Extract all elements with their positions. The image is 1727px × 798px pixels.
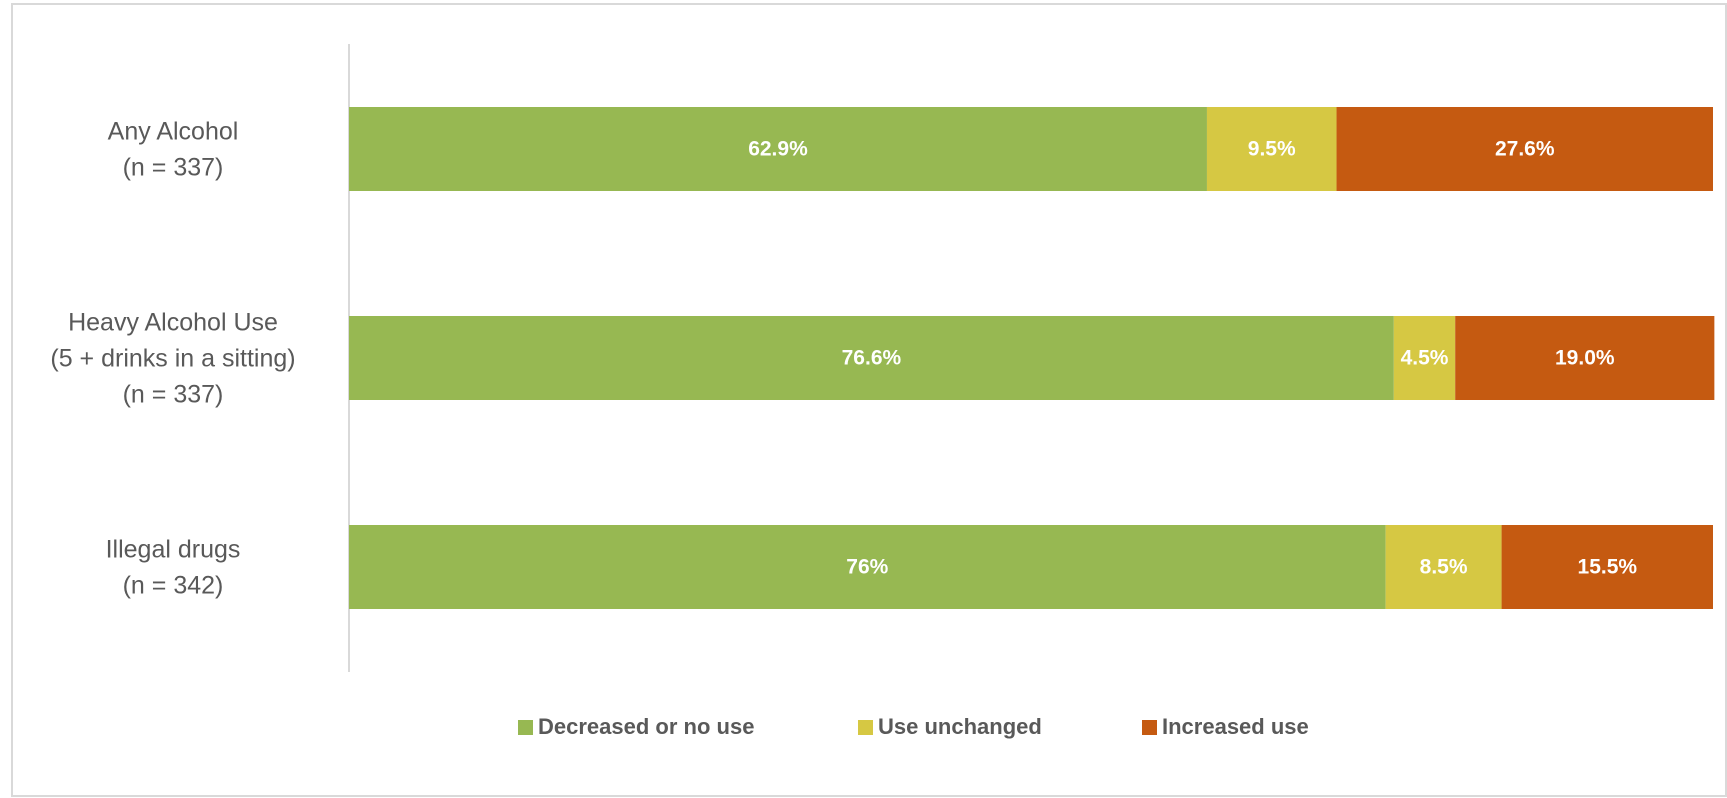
bar-segment	[1385, 525, 1502, 609]
bar-segment	[1336, 107, 1713, 191]
y-tick-label: (n = 337)	[123, 381, 224, 409]
legend-label: Increased use	[1162, 714, 1309, 739]
data-label: 62.9%	[748, 138, 808, 161]
data-label: 9.5%	[1248, 138, 1296, 161]
data-label: 76.6%	[842, 347, 902, 370]
bar-segment	[1393, 316, 1456, 400]
y-tick-label: (n = 342)	[123, 572, 224, 600]
data-label: 4.5%	[1401, 347, 1449, 370]
bar-segment	[1501, 525, 1713, 609]
legend-label: Use unchanged	[878, 714, 1042, 739]
y-tick-label: (n = 337)	[123, 154, 224, 182]
data-label: 8.5%	[1420, 556, 1468, 579]
bar-segment	[1206, 107, 1337, 191]
y-tick-label: Illegal drugs	[106, 536, 241, 564]
data-label: 76%	[846, 556, 888, 579]
legend-swatch	[1142, 720, 1157, 735]
legend-label: Decreased or no use	[538, 714, 754, 739]
data-label: 19.0%	[1555, 347, 1615, 370]
y-tick-label: (5 + drinks in a sitting)	[50, 345, 295, 373]
bar-segment	[1455, 316, 1715, 400]
y-tick-label: Heavy Alcohol Use	[68, 309, 278, 337]
data-label: 27.6%	[1495, 138, 1555, 161]
legend-swatch	[858, 720, 873, 735]
data-label: 15.5%	[1578, 556, 1638, 579]
legend-swatch	[518, 720, 533, 735]
bar-segment	[349, 316, 1394, 400]
bar-segment	[349, 525, 1386, 609]
y-tick-label: Any Alcohol	[108, 118, 239, 146]
bar-segment	[349, 107, 1207, 191]
